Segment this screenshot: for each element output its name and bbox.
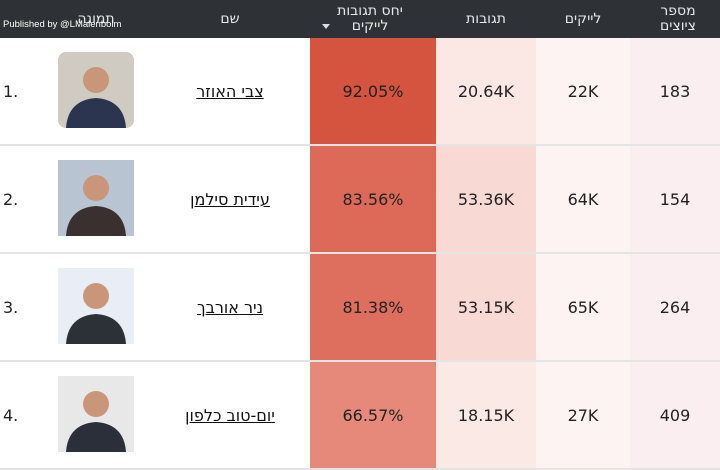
profile-photo [58, 268, 134, 344]
tweets-cell: 183 [630, 38, 720, 144]
rank-cell: 3. [3, 297, 19, 317]
header-tweets[interactable]: מספר ציוצים [660, 3, 696, 34]
photo-graphic [58, 376, 134, 452]
table-row: 2. עידית סילמן 83.56% 53.36K 64K 154 [0, 146, 720, 254]
header-name[interactable]: שם [220, 10, 240, 27]
photo-graphic [58, 160, 134, 236]
name-cell[interactable]: יום-טוב כלפון [185, 405, 275, 425]
ratio-cell: 81.38% [310, 254, 436, 360]
replies-cell: 18.15K [436, 362, 536, 468]
likes-cell: 22K [536, 38, 630, 144]
table-header: תמונה שם יחס תגובות לייקים תגובות לייקים… [0, 0, 720, 38]
photo-graphic [58, 268, 134, 344]
rank-cell: 1. [3, 81, 19, 101]
photo-graphic [58, 52, 134, 128]
header-ratio[interactable]: יחס תגובות לייקים [320, 0, 420, 38]
watermark: Published by @LMalenboim [3, 19, 122, 30]
ratio-cell: 83.56% [310, 146, 436, 252]
tweets-cell: 409 [630, 362, 720, 468]
tweets-cell: 264 [630, 254, 720, 360]
table-row: 1. צבי האוזר 92.05% 20.64K 22K 183 [0, 38, 720, 146]
table-row: 3. ניר אורבך 81.38% 53.15K 65K 264 [0, 254, 720, 362]
profile-photo [58, 52, 134, 128]
header-replies[interactable]: תגובות [466, 10, 506, 27]
table-row: 4. יום-טוב כלפון 66.57% 18.15K 27K 409 [0, 362, 720, 470]
replies-cell: 53.36K [436, 146, 536, 252]
replies-cell: 53.15K [436, 254, 536, 360]
name-cell[interactable]: עידית סילמן [190, 189, 270, 209]
ratio-cell: 92.05% [310, 38, 436, 144]
name-cell[interactable]: צבי האוזר [196, 81, 264, 101]
likes-cell: 27K [536, 362, 630, 468]
header-ratio-text: יחס תגובות לייקים [337, 3, 403, 34]
profile-photo [58, 376, 134, 452]
likes-cell: 65K [536, 254, 630, 360]
tweets-cell: 154 [630, 146, 720, 252]
likes-cell: 64K [536, 146, 630, 252]
replies-cell: 20.64K [436, 38, 536, 144]
header-likes[interactable]: לייקים [564, 10, 602, 27]
rank-cell: 2. [3, 189, 19, 209]
rank-cell: 4. [3, 405, 19, 425]
profile-photo [58, 160, 134, 236]
header-photo: תמונה [77, 10, 115, 27]
sort-arrow [322, 24, 330, 29]
ratio-cell: 66.57% [310, 362, 436, 468]
name-cell[interactable]: ניר אורבך [196, 297, 264, 317]
